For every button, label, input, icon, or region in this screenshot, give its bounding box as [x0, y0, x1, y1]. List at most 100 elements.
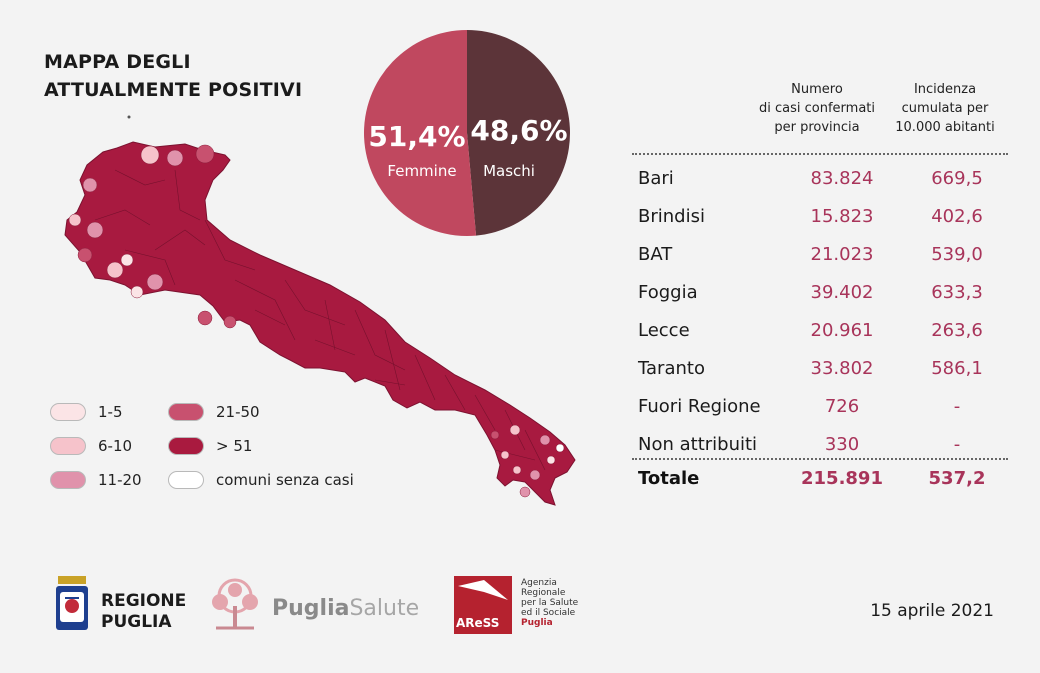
femmine-label: Femmine — [387, 162, 456, 180]
map-border-line — [154, 229, 206, 251]
title-line-2: ATTUALMENTE POSITIVI — [44, 79, 303, 101]
map-border-line — [354, 309, 406, 371]
aress-text-line: Regionale — [521, 588, 566, 598]
municipality-patch — [539, 434, 551, 446]
province-incidence: 539,0 — [931, 244, 983, 265]
legend-swatch-over-51 — [168, 437, 204, 455]
map-border-line — [374, 379, 406, 386]
municipality-patch — [120, 253, 134, 267]
municipality-patch — [130, 285, 144, 299]
province-name: BAT — [638, 244, 673, 265]
province-cases: 330 — [824, 434, 860, 455]
table-row: Foggia 39.402 633,3 — [632, 274, 1008, 312]
aress-text-line: per la Salute — [521, 598, 579, 608]
regione-puglia-crest-icon — [56, 576, 88, 630]
legend-label: 21-50 — [216, 403, 260, 421]
province-name: Brindisi — [638, 206, 705, 227]
municipality-patch — [77, 247, 93, 263]
municipality-patch — [86, 221, 104, 239]
legend-item: 6-10 — [50, 437, 132, 455]
province-name: Bari — [638, 168, 674, 189]
pie-slice-femmine — [364, 30, 477, 236]
province-name: Taranto — [638, 358, 705, 379]
province-incidence: 586,1 — [931, 358, 983, 379]
municipality-patch — [529, 469, 541, 481]
legend-label: 1-5 — [98, 403, 123, 421]
legend-swatch-1-5 — [50, 403, 86, 421]
header-incidence: Incidenza cumulata per 10.000 abitanti — [895, 82, 995, 135]
islands-dot — [127, 115, 131, 119]
aress-acronym: AReSS — [456, 616, 500, 630]
municipality-patch — [555, 443, 565, 453]
legend-label: > 51 — [216, 437, 253, 455]
map-border-line — [444, 374, 466, 411]
legend-label: 11-20 — [98, 471, 142, 489]
total-label: Totale — [638, 468, 700, 489]
map-border-line — [174, 169, 201, 221]
map-border-line — [414, 354, 436, 401]
province-name: Foggia — [638, 282, 698, 303]
logo-bar: REGIONE PUGLIA PugliaSalute AReSS Agenzi… — [0, 570, 1040, 640]
aress-logo-icon — [454, 576, 512, 634]
province-cases: 20.961 — [810, 320, 874, 341]
maschi-value: 48,6% — [470, 114, 567, 147]
map-border-line — [284, 279, 346, 326]
total-divider — [632, 458, 1008, 460]
legend-swatch-none — [168, 471, 204, 489]
aress-text-line: ed il Sociale — [521, 608, 576, 618]
province-cases: 33.802 — [810, 358, 874, 379]
map-border-line — [324, 299, 336, 351]
municipality-patch — [106, 261, 124, 279]
total-incidence: 537,2 — [928, 468, 986, 489]
municipality-patch — [519, 486, 531, 498]
legend-item: comuni senza casi — [168, 471, 354, 489]
map-border-line — [254, 309, 286, 326]
municipality-patch — [68, 213, 82, 227]
map-border-line — [384, 329, 401, 391]
municipality-patch — [140, 145, 160, 165]
table-row: Lecce 20.961 263,6 — [632, 312, 1008, 350]
pie-slice-maschi — [467, 30, 570, 236]
tree-icon — [212, 578, 258, 630]
table-row: BAT 21.023 539,0 — [632, 236, 1008, 274]
table-row: Bari 83.824 669,5 — [632, 160, 1008, 198]
report-date: 15 aprile 2021 — [870, 601, 994, 621]
map-border-line — [204, 219, 256, 271]
legend-item: 1-5 — [50, 403, 123, 421]
municipality-patch — [146, 273, 164, 291]
legend-swatch-21-50 — [168, 403, 204, 421]
legend-label: 6-10 — [98, 437, 133, 455]
gender-pie-chart: 51,4% Femmine 48,6% Maschi — [364, 30, 570, 236]
map-border-line — [234, 279, 296, 341]
aress-text-puglia: Puglia — [521, 618, 553, 628]
province-incidence: 633,3 — [931, 282, 983, 303]
regione-line-2: PUGLIA — [101, 612, 172, 632]
province-incidence: 402,6 — [931, 206, 983, 227]
map-border-line — [314, 339, 356, 356]
aress-text-line: Agenzia — [521, 578, 557, 588]
map-border-line — [474, 394, 496, 431]
province-incidence: - — [953, 434, 961, 455]
legend-swatch-6-10 — [50, 437, 86, 455]
chart-title: MAPPA DEGLI ATTUALMENTE POSITIVI — [44, 48, 302, 104]
legend-swatch-11-20 — [50, 471, 86, 489]
legend-item: 21-50 — [168, 403, 260, 421]
map-border-line — [114, 169, 166, 186]
province-cases: 21.023 — [810, 244, 874, 265]
municipality-patch — [512, 465, 522, 475]
legend-item: > 51 — [168, 437, 252, 455]
province-name: Fuori Regione — [638, 396, 761, 417]
header-divider — [632, 153, 1008, 155]
municipality-patch — [195, 144, 215, 164]
municipality-patch — [509, 424, 521, 436]
province-cases: 39.402 — [810, 282, 874, 303]
province-cases: 726 — [824, 396, 860, 417]
municipality-patch — [82, 177, 98, 193]
municipality-patch — [500, 450, 510, 460]
province-incidence: 263,6 — [931, 320, 983, 341]
province-incidence: 669,5 — [931, 168, 983, 189]
total-cases: 215.891 — [801, 468, 883, 489]
municipality-patch — [197, 310, 213, 326]
puglia-map — [64, 115, 576, 506]
municipality-patch — [223, 315, 237, 329]
